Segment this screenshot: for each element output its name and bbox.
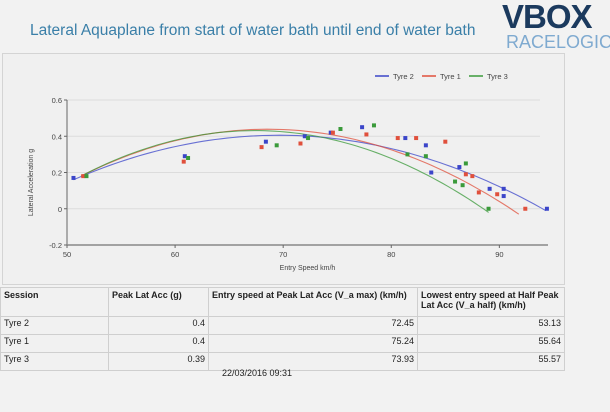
- report-title: Lateral Aquaplane from start of water ba…: [30, 22, 476, 39]
- cell-session: Tyre 3: [0, 352, 109, 371]
- grid-lines: [67, 99, 540, 210]
- report-timestamp: 22/03/2016 09:31: [222, 368, 293, 378]
- data-point-tyre-3: [463, 161, 468, 166]
- data-point-tyre-3: [453, 179, 458, 184]
- y-axis-label: Lateral Acceleration g: [28, 149, 35, 216]
- y-tick-label: 0.6: [52, 96, 62, 105]
- data-point-tyre-1: [81, 174, 86, 179]
- header-peak-lat-acc: Peak Lat Acc (g): [108, 287, 209, 317]
- data-point-tyre-2: [501, 194, 506, 199]
- data-point-tyre-1: [259, 145, 264, 150]
- legend-label: Tyre 2: [393, 72, 414, 81]
- legend-label: Tyre 1: [440, 72, 461, 81]
- cell-peak: 0.4: [108, 334, 209, 353]
- data-point-tyre-1: [443, 139, 448, 144]
- logo-sub: RACELOGIC: [506, 32, 610, 52]
- data-point-tyre-2: [263, 139, 268, 144]
- data-point-tyre-3: [371, 123, 376, 128]
- data-point-tyre-1: [298, 141, 303, 146]
- data-point-tyre-2: [71, 175, 76, 180]
- y-tick-label: -0.2: [49, 241, 62, 250]
- data-point-tyre-2: [429, 170, 434, 175]
- table-header-row: Session Peak Lat Acc (g) Entry speed at …: [0, 287, 565, 317]
- data-point-tyre-3: [486, 206, 491, 211]
- data-point-tyre-3: [274, 143, 279, 148]
- data-point-tyre-2: [182, 154, 187, 159]
- fit-curves: [73, 128, 547, 215]
- fit-curve-tyre-1: [80, 128, 520, 215]
- fit-curve-tyre-3: [80, 130, 489, 213]
- cell-session: Tyre 1: [0, 334, 109, 353]
- x-tick-label: 60: [171, 250, 179, 259]
- results-table: Session Peak Lat Acc (g) Entry speed at …: [0, 287, 565, 371]
- legend: Tyre 2 Tyre 1 Tyre 3: [375, 72, 508, 81]
- cell-vhalf: 55.57: [417, 352, 565, 371]
- table-row: Tyre 3 0.39 73.93 55.57: [0, 352, 565, 371]
- data-point-tyre-3: [84, 174, 89, 179]
- header-session: Session: [0, 287, 109, 317]
- data-point-tyre-1: [181, 159, 186, 164]
- table-row: Tyre 2 0.4 72.45 53.13: [0, 316, 565, 335]
- x-tick-label: 70: [279, 250, 287, 259]
- data-point-tyre-3: [186, 156, 191, 160]
- vbox-racelogic-logo: VBOX RACELOGIC: [502, 0, 610, 52]
- data-point-tyre-1: [495, 192, 500, 197]
- chart-frame: -0.2 0 0.2 0.4 0.6 50 60 70 80 90 Tyre 2 Tyre 1 Tyr…: [2, 53, 565, 285]
- cell-peak: 0.39: [108, 352, 209, 371]
- data-point-tyre-1: [463, 172, 468, 177]
- cell-peak: 0.4: [108, 316, 209, 335]
- x-tick-label: 50: [63, 250, 71, 259]
- y-tick-label: 0: [58, 205, 62, 214]
- data-point-tyre-2: [423, 143, 428, 148]
- cell-vmax: 72.45: [208, 316, 418, 335]
- data-point-tyre-2: [487, 186, 492, 191]
- data-point-tyre-1: [364, 132, 369, 137]
- cell-vhalf: 55.64: [417, 334, 565, 353]
- cell-vhalf: 53.13: [417, 316, 565, 335]
- data-point-tyre-1: [330, 130, 335, 135]
- y-tick-label: 0.2: [52, 169, 62, 178]
- axes: -0.2 0 0.2 0.4 0.6 50 60 70 80 90: [49, 96, 548, 259]
- data-point-tyre-3: [306, 136, 311, 141]
- data-point-tyre-1: [395, 136, 400, 141]
- data-point-tyre-3: [338, 127, 343, 131]
- legend-label: Tyre 3: [487, 72, 508, 81]
- x-tick-label: 90: [495, 250, 503, 259]
- data-points: [71, 123, 549, 211]
- x-tick-label: 80: [387, 250, 395, 259]
- data-point-tyre-1: [476, 190, 481, 195]
- data-point-tyre-2: [360, 125, 365, 130]
- cell-vmax: 73.93: [208, 352, 418, 371]
- data-point-tyre-2: [544, 206, 549, 211]
- data-point-tyre-1: [470, 174, 475, 179]
- data-point-tyre-3: [423, 154, 428, 159]
- data-point-tyre-1: [414, 136, 419, 141]
- logo-main: VBOX: [502, 0, 593, 35]
- data-point-tyre-2: [403, 136, 408, 141]
- x-axis-label: Entry Speed km/h: [280, 265, 336, 272]
- cell-vmax: 75.24: [208, 334, 418, 353]
- data-point-tyre-2: [501, 186, 506, 191]
- y-tick-label: 0.4: [52, 132, 62, 141]
- header-lowest-entry-speed: Lowest entry speed at Half Peak Lat Acc …: [417, 287, 565, 317]
- data-point-tyre-2: [457, 165, 462, 170]
- data-point-tyre-3: [460, 183, 465, 188]
- header-entry-speed-peak: Entry speed at Peak Lat Acc (V_a max) (k…: [208, 287, 418, 317]
- data-point-tyre-1: [523, 206, 528, 211]
- data-point-tyre-3: [405, 152, 410, 157]
- data-point-tyre-2: [302, 134, 307, 139]
- aquaplane-chart: -0.200.20.40.650 60 70 80 90 Tyre 2 Tyre 1 Tyr…: [28, 72, 549, 272]
- table-row: Tyre 1 0.4 75.24 55.64: [0, 334, 565, 353]
- cell-session: Tyre 2: [0, 316, 109, 335]
- data-point-tyre-2: [328, 130, 333, 135]
